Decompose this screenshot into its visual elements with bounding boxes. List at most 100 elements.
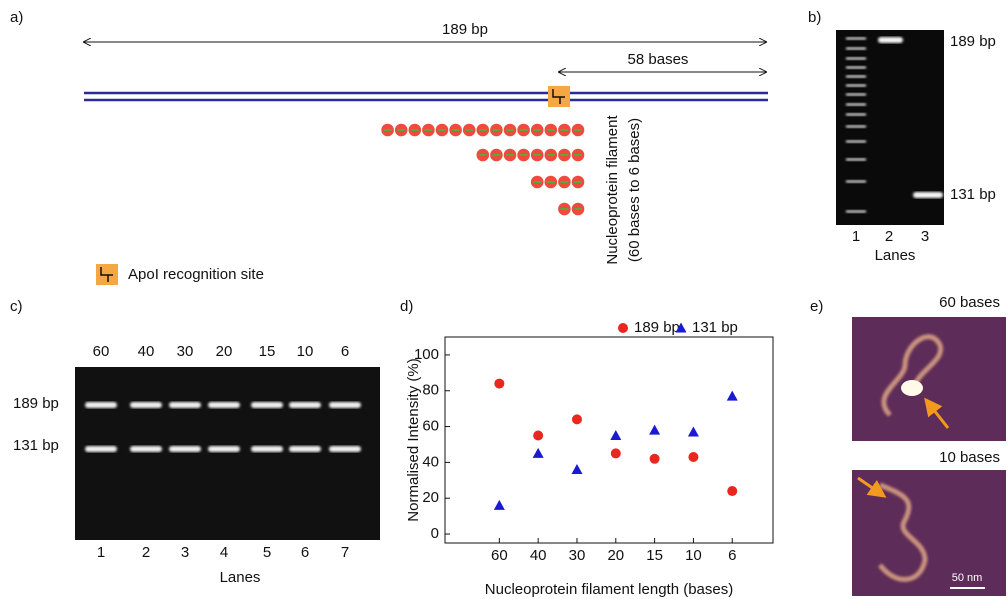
dna-molecule — [881, 334, 944, 417]
point — [610, 430, 622, 441]
ladder-band — [846, 103, 866, 106]
ladder-band — [846, 75, 866, 78]
gel-band — [169, 402, 201, 408]
point — [687, 426, 699, 437]
panel-label: e) — [810, 298, 823, 315]
point — [727, 486, 738, 497]
ladder-band — [846, 66, 866, 69]
length-label: 60 — [93, 343, 110, 360]
ladder-band — [846, 113, 866, 116]
length-label: 6 — [341, 343, 349, 360]
point — [726, 390, 738, 401]
gel-band — [130, 402, 162, 408]
lane-label: 2 — [885, 228, 893, 245]
gel-band — [878, 37, 903, 43]
point — [675, 322, 687, 333]
length-label: 10 — [297, 343, 314, 360]
band-label: 131 bp — [13, 437, 59, 454]
panel-label: c) — [10, 298, 23, 315]
length-label: 15 — [259, 343, 276, 360]
ladder-band — [846, 84, 866, 87]
point — [618, 323, 628, 333]
y-tick-label: 80 — [422, 382, 439, 399]
legend-label: 131 bp — [692, 319, 738, 336]
gel-band — [329, 402, 361, 408]
gel-band — [329, 446, 361, 452]
gel-band — [913, 192, 943, 198]
dna-molecule — [878, 482, 928, 582]
length-label: 30 — [177, 343, 194, 360]
lane-label: 3 — [181, 544, 189, 561]
panel-label: a) — [10, 9, 23, 26]
x-tick-label: 40 — [530, 547, 547, 564]
ladder-band — [846, 37, 866, 40]
ladder-band — [846, 125, 866, 128]
gel-band — [85, 446, 117, 452]
y-tick-label: 0 — [431, 525, 439, 542]
point — [533, 430, 544, 441]
lane-label: 6 — [301, 544, 309, 561]
ladder-band — [846, 93, 866, 96]
filaments — [381, 123, 585, 216]
legend-label: ApoI recognition site — [128, 266, 264, 283]
gel-band — [289, 402, 321, 408]
gel-band — [130, 446, 162, 452]
point — [494, 378, 505, 389]
gel-band — [251, 446, 283, 452]
lane-label: 2 — [142, 544, 150, 561]
y-axis-title: Normalised Intensity (%) — [405, 358, 422, 521]
lane-label: 7 — [341, 544, 349, 561]
arrow — [924, 397, 950, 429]
filament-label: Nucleoprotein filament — [604, 115, 621, 265]
gel-band — [208, 402, 240, 408]
length-label: 20 — [216, 343, 233, 360]
point — [649, 424, 661, 435]
band-label: 131 bp — [950, 186, 996, 203]
scatter-chart: 0 20 40 60 80 100 60 40 30 20 15 10 6 Nucleoprotein f… — [405, 319, 774, 598]
ladder-band — [846, 57, 866, 60]
y-tick-label: 100 — [414, 346, 439, 363]
y-tick-label: 60 — [422, 418, 439, 435]
gel-band — [169, 446, 201, 452]
point — [493, 499, 505, 510]
ladder-band — [846, 47, 866, 50]
cut-mark — [552, 89, 565, 104]
gel-band — [208, 446, 240, 452]
scale-bar-label: 50 nm — [952, 572, 983, 584]
x-tick-label: 60 — [491, 547, 508, 564]
point — [571, 464, 583, 475]
lanes-title: Lanes — [875, 247, 916, 264]
protein-blob — [901, 380, 923, 396]
x-axis-title: Nucleoprotein filament length (bases) — [485, 581, 733, 598]
point — [649, 453, 660, 464]
ladder-band — [846, 140, 866, 143]
ladder-band — [846, 210, 866, 213]
x-tick-label: 10 — [685, 547, 702, 564]
x-tick-label: 6 — [728, 547, 736, 564]
lane-label: 1 — [97, 544, 105, 561]
length-label: 40 — [138, 343, 155, 360]
point — [688, 452, 699, 463]
lane-label: 5 — [263, 544, 271, 561]
point — [532, 447, 544, 458]
x-tick-label: 20 — [607, 547, 624, 564]
lane-label: 1 — [852, 228, 860, 245]
legend-label: 189 bp — [634, 319, 680, 336]
band-label: 189 bp — [13, 395, 59, 412]
point — [571, 414, 582, 425]
point — [610, 448, 621, 459]
x-tick-label: 15 — [646, 547, 663, 564]
y-tick-label: 20 — [422, 489, 439, 506]
ladder-band — [846, 180, 866, 183]
ladder-band — [846, 158, 866, 161]
band-label: 189 bp — [950, 33, 996, 50]
lane-label: 4 — [220, 544, 228, 561]
lanes-title: Lanes — [220, 569, 261, 586]
filament-range: (60 bases to 6 bases) — [626, 118, 643, 262]
length-label: 189 bp — [442, 21, 488, 38]
image-label: 10 bases — [939, 449, 1000, 466]
y-tick-label: 40 — [422, 453, 439, 470]
gel-band — [289, 446, 321, 452]
x-tick-label: 30 — [569, 547, 586, 564]
